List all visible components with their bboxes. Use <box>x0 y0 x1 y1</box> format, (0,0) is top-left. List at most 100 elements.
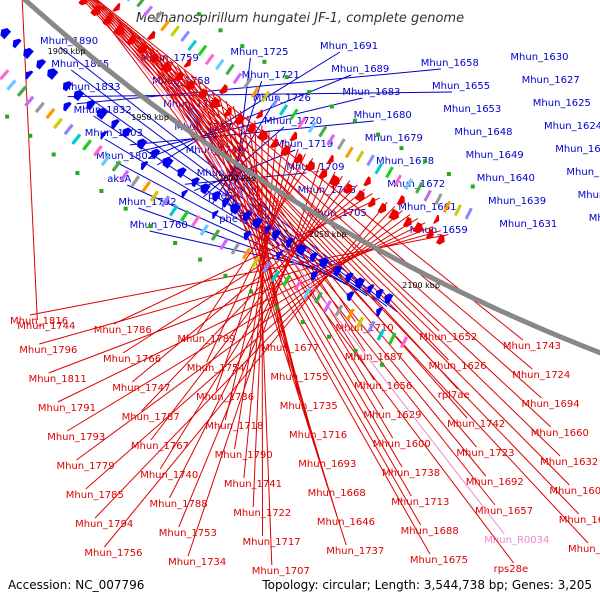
cog-block <box>160 20 170 32</box>
misc-feature <box>446 172 451 176</box>
reverse-gene-arrow <box>223 106 232 117</box>
forward-gene-label: Mhun_1655 <box>432 81 490 92</box>
reverse-gene-label: Mhun_1789 <box>177 334 235 345</box>
reverse-gene-arrow <box>270 138 279 149</box>
reverse-gene-arrow <box>255 109 263 119</box>
forward-gene-arrow <box>177 167 187 178</box>
reverse-gene-arrow <box>184 79 195 91</box>
misc-feature <box>300 320 305 324</box>
reverse-gene-label: Mhun_1816 <box>10 316 68 327</box>
cog-block <box>119 169 130 182</box>
forward-gene-label: Mhun_1624 <box>544 121 600 132</box>
map-title: Methanospirillum hungatei JF-1, complete… <box>136 11 464 26</box>
cog-block <box>376 328 385 341</box>
cog-block <box>153 10 163 23</box>
cog-block <box>355 150 365 163</box>
misc-feature <box>75 171 80 175</box>
cog-block <box>464 207 473 220</box>
leader-line <box>135 33 431 555</box>
forward-gene-arrow <box>191 177 200 188</box>
reverse-gene-label: Mhun_1753 <box>159 528 217 539</box>
leader-line <box>178 167 329 528</box>
leader-line <box>102 6 477 448</box>
forward-gene-label: Mhun_1672 <box>387 179 445 190</box>
forward-gene-arrow <box>286 237 295 248</box>
reverse-gene-label: Mhun_1677 <box>261 343 319 354</box>
cog-block <box>367 320 376 333</box>
reverse-gene-label: Mhun_1660 <box>531 428 589 439</box>
misc-feature <box>352 118 357 123</box>
leader-line <box>163 54 394 439</box>
reverse-gene-label: Mhun_1656 <box>354 381 412 392</box>
forward-gene-label: Mhun_1757 <box>174 122 232 133</box>
reverse-gene-arrow <box>318 168 328 179</box>
misc-feature <box>28 133 33 138</box>
cog-block <box>314 291 323 304</box>
reverse-gene-label: Mhun_1785 <box>66 490 124 501</box>
reverse-gene-label: Mhun_1646 <box>317 517 375 528</box>
reverse-gene-label: Mhun_1718 <box>205 421 263 432</box>
reverse-gene-label: Mhun_1767 <box>131 441 189 452</box>
reverse-gene-label: Mhun_1692 <box>466 477 524 488</box>
reverse-gene-arrow <box>173 71 184 82</box>
forward-gene-arrow <box>212 210 219 220</box>
forward-gene-label: Mhun_1705 <box>309 208 367 219</box>
leader-line <box>129 120 374 146</box>
cog-block <box>219 238 229 250</box>
forward-gene-label: Mhun_1658 <box>421 58 479 69</box>
forward-gene-label: Mhun_1661 <box>398 202 456 213</box>
leader-line <box>211 90 329 488</box>
forward-gene-label: Mhun_1890 <box>40 36 98 47</box>
forward-gene-arrow <box>36 59 47 70</box>
forward-gene-arrow <box>264 224 272 235</box>
misc-feature <box>399 146 404 151</box>
misc-feature <box>262 59 267 64</box>
forward-gene-arrow <box>151 148 161 160</box>
reverse-gene-label: Mhun_1629 <box>363 410 421 421</box>
forward-gene-label: Mhun_1760 <box>130 220 188 231</box>
reverse-gene-label: Mhun_1734 <box>168 557 226 568</box>
cog-block <box>434 193 443 206</box>
forward-gene-arrow <box>63 101 72 112</box>
forward-gene-label: Mhun_1649 <box>466 150 524 161</box>
reverse-gene-label: Mhun_1668 <box>308 488 366 499</box>
reverse-gene-arrow <box>78 0 88 6</box>
cog-block <box>323 300 332 313</box>
forward-gene-arrow <box>212 191 222 202</box>
forward-gene-arrow <box>310 252 319 263</box>
cog-block <box>210 229 221 241</box>
cog-block <box>71 133 82 145</box>
forward-gene-arrow <box>272 229 282 241</box>
reverse-gene-arrow <box>289 131 298 142</box>
leader-line <box>104 201 388 548</box>
forward-gene-label: Mhun_1640 <box>477 173 535 184</box>
reverse-gene-label: Mhun_R0034 <box>484 535 549 546</box>
leader-line <box>109 11 468 419</box>
reverse-gene-label: Mhun_1796 <box>19 345 77 356</box>
cog-block <box>336 138 346 150</box>
cog-block <box>293 278 303 291</box>
cog-block <box>250 86 260 98</box>
cog-block <box>307 121 317 134</box>
forward-gene-arrow <box>222 197 231 208</box>
cog-block <box>282 274 292 287</box>
reverse-gene-label: rpl7ae <box>438 390 470 401</box>
misc-feature <box>173 241 178 245</box>
forward-gene-label: Mhun_1678 <box>376 156 434 167</box>
leader-line <box>87 0 570 486</box>
leader-line <box>85 210 403 490</box>
cog-block <box>260 90 271 103</box>
cog-block <box>191 215 201 227</box>
forward-gene-label: Mhun_1627 <box>522 75 580 86</box>
forward-gene-label: Mhun_1802 <box>96 151 154 162</box>
reverse-gene-arrow <box>425 228 434 240</box>
cog-block <box>404 178 413 191</box>
reverse-gene-label: Mhun_1787 <box>122 412 180 423</box>
forward-gene-label: Mhun_1758 <box>152 76 210 87</box>
reverse-gene-label: Mhun_1632 <box>540 457 598 468</box>
scale-label: 2050 kbp <box>309 230 347 239</box>
cog-block <box>318 125 328 138</box>
reverse-gene-arrow <box>343 183 352 194</box>
reverse-gene-label: Mhun_1755 <box>270 372 328 383</box>
cog-block <box>82 139 92 151</box>
